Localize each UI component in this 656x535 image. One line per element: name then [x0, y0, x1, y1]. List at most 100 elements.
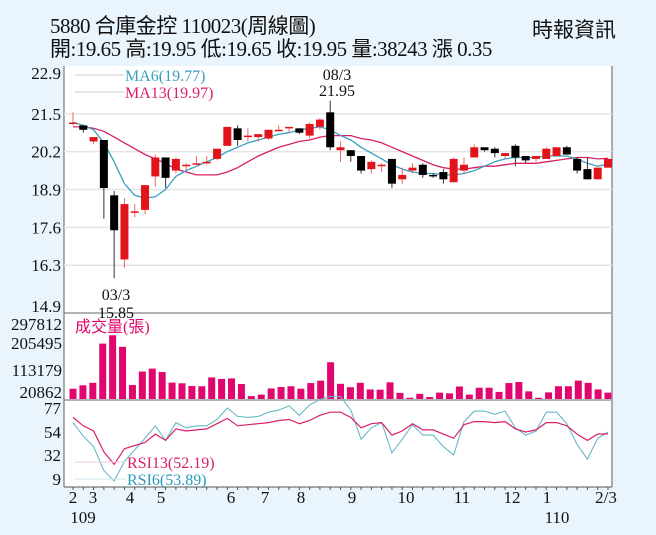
- candle-body: [583, 169, 592, 180]
- candle-body: [573, 158, 582, 171]
- x-tick-label: 7: [261, 488, 270, 507]
- rsi6-line: [72, 395, 609, 483]
- price-tick-label: 20.2: [31, 143, 61, 162]
- rsi-tick-label: 9: [53, 470, 62, 489]
- volume-bar: [277, 386, 285, 399]
- candle-body: [552, 147, 561, 157]
- candle-body: [233, 128, 242, 140]
- year-label: 110: [545, 508, 570, 527]
- volume-bar: [228, 378, 236, 399]
- volume-bar: [99, 343, 107, 399]
- high-date-annotation: 08/3: [323, 67, 351, 84]
- candle-body: [439, 172, 448, 180]
- volume-bar: [287, 386, 295, 399]
- candle-body: [449, 158, 458, 183]
- volume-bars: [69, 335, 612, 399]
- volume-bar: [247, 396, 255, 399]
- candle-body: [490, 148, 499, 154]
- candle-body: [69, 122, 77, 125]
- candle-body: [357, 156, 366, 171]
- volume-bar: [317, 380, 325, 399]
- volume-bar: [109, 335, 117, 399]
- candle-body: [120, 204, 129, 260]
- volume-bar: [594, 389, 602, 399]
- x-tick-label: 10: [398, 488, 415, 507]
- legend-ma13: MA13(19.97): [125, 85, 213, 102]
- volume-bar: [79, 385, 87, 399]
- candle-body: [305, 123, 314, 136]
- rsi13-line: [72, 411, 609, 466]
- volume-bar: [584, 382, 592, 399]
- volume-tick-label: 113179: [12, 361, 62, 380]
- candle-body: [254, 134, 263, 138]
- volume-bar: [564, 386, 572, 399]
- candle-body: [182, 164, 191, 167]
- volume-bar: [376, 389, 384, 399]
- candle-body: [408, 167, 417, 171]
- candle-body: [346, 150, 355, 157]
- volume-bar: [208, 377, 216, 399]
- ma6-line: [72, 121, 609, 199]
- candle-body: [470, 147, 479, 158]
- candle-body: [418, 164, 427, 175]
- price-tick-label: 22.9: [31, 64, 61, 83]
- volume-bar: [257, 394, 265, 399]
- candle-body: [562, 147, 571, 155]
- volume-bar: [327, 362, 335, 399]
- volume-bar: [119, 346, 127, 399]
- volume-bar: [218, 378, 226, 399]
- candle-body: [110, 195, 119, 231]
- candle-body: [285, 126, 294, 129]
- candle-body: [202, 161, 211, 164]
- candle-body: [89, 137, 98, 142]
- volume-bar: [307, 383, 315, 399]
- candle-body: [398, 174, 407, 180]
- volume-bar: [604, 392, 612, 399]
- volume-bar: [515, 382, 523, 399]
- candle-body: [192, 163, 201, 165]
- volume-bar: [574, 380, 582, 399]
- price-tick-label: 16.3: [31, 256, 61, 275]
- candle-body: [171, 158, 180, 171]
- volume-bar: [396, 392, 404, 399]
- candle-body: [161, 157, 170, 178]
- volume-bar: [455, 386, 463, 399]
- volume-bar: [386, 382, 394, 399]
- rsi-tick-label: 32: [44, 446, 61, 465]
- legend-rsi6: RSI6(53.89): [127, 472, 207, 489]
- candle-body: [213, 148, 222, 159]
- candle-body: [315, 119, 324, 127]
- candles: [69, 100, 612, 279]
- candle-body: [264, 129, 273, 139]
- volume-bar: [237, 384, 245, 399]
- volume-bar: [436, 392, 444, 399]
- volume-tick-label: 297812: [11, 315, 62, 334]
- candle-body: [367, 161, 376, 170]
- candle-body: [274, 129, 283, 132]
- volume-bar: [89, 382, 97, 399]
- year-label: 109: [70, 508, 96, 527]
- candle-body: [243, 135, 252, 138]
- candle-body: [295, 128, 304, 133]
- rsi-tick-label: 54: [44, 423, 62, 442]
- candle-body: [99, 139, 108, 189]
- volume-bar: [465, 394, 473, 399]
- volume-bar: [198, 386, 206, 399]
- x-tick-label: 9: [348, 488, 357, 507]
- x-tick-label: 11: [454, 488, 470, 507]
- volume-bar: [148, 368, 156, 399]
- volume-tick-label: 205495: [11, 334, 62, 353]
- volume-bar: [366, 389, 374, 399]
- candle-body: [604, 158, 612, 168]
- candle-body: [531, 156, 540, 159]
- price-tick-label: 18.9: [31, 181, 61, 200]
- volume-bar: [495, 391, 503, 399]
- volume-bar: [267, 388, 275, 399]
- x-tick-label: 3: [89, 488, 98, 507]
- volume-bar: [158, 372, 166, 399]
- x-tick-label: 2: [69, 488, 78, 507]
- volume-bar: [356, 382, 364, 399]
- volume-bar: [69, 388, 77, 399]
- legend-ma6: MA6(19.77): [125, 68, 205, 85]
